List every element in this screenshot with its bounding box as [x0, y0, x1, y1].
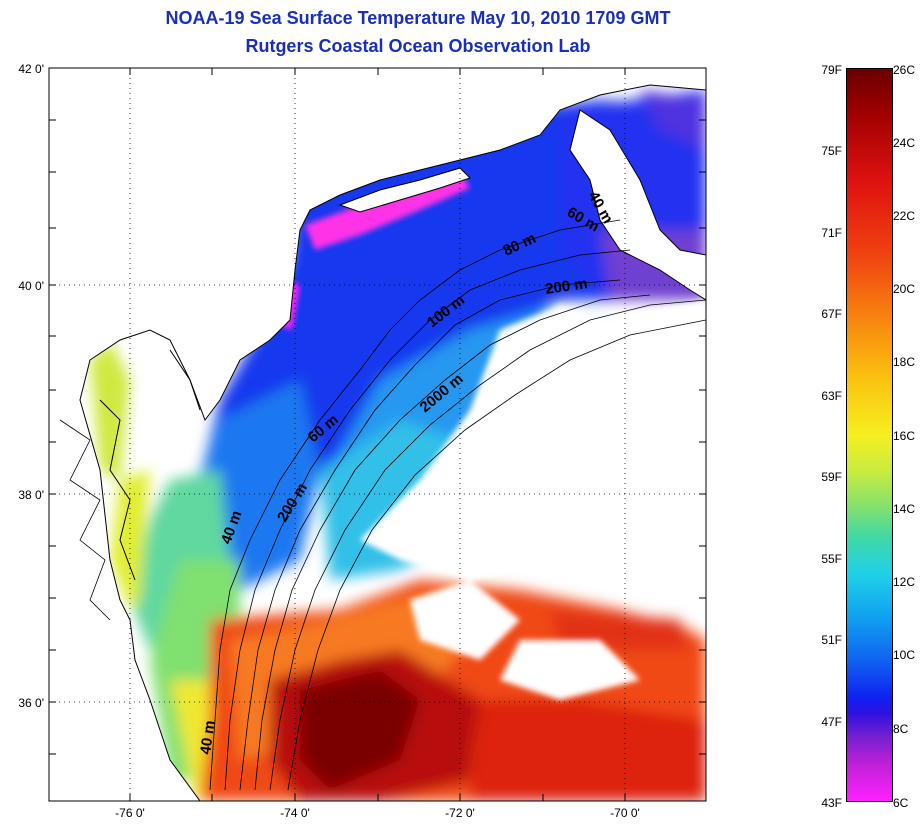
tick-marks: [49, 67, 706, 801]
contour-label: 200 m: [544, 275, 588, 298]
lat-tick-label: 40 0': [18, 279, 44, 293]
map-subtitle: Rutgers Coastal Ocean Observation Lab: [245, 36, 591, 56]
graticule: [49, 68, 706, 801]
lon-tick-label: -76 0': [115, 806, 145, 820]
colorbar-c-label: 8C: [893, 722, 909, 736]
colorbar-f-label: 47F: [821, 715, 842, 729]
lat-tick-label: 36 0': [18, 696, 44, 710]
colorbar-c-label: 22C: [893, 209, 916, 223]
long-island: [338, 167, 471, 213]
colorbar-c-label: 6C: [893, 796, 909, 810]
contour-label: 40 m: [197, 719, 219, 755]
lon-tick-label: -70 0': [610, 806, 640, 820]
warm-anomaly-strip: [305, 175, 470, 250]
lat-tick-label: 38 0': [18, 488, 44, 502]
map-title: NOAA-19 Sea Surface Temperature May 10, …: [165, 8, 671, 28]
colorbar-f-label: 43F: [821, 796, 842, 810]
colorbar-c-label: 14C: [893, 502, 916, 516]
colorbar-c-label: 20C: [893, 282, 916, 296]
colorbar-c-label: 18C: [893, 355, 916, 369]
colorbar-f-label: 79F: [821, 63, 842, 77]
colorbar-f-label: 75F: [821, 144, 842, 158]
colorbar-c-label: 12C: [893, 575, 916, 589]
new-england-coast: [569, 109, 706, 301]
bathymetry-contours: [209, 219, 706, 791]
cloud-mask: [360, 300, 706, 700]
temperature-colorbar: [846, 68, 893, 802]
colorbar-f-label: 71F: [821, 226, 842, 240]
colorbar-f-label: 59F: [821, 470, 842, 484]
colorbar-c-label: 16C: [893, 429, 916, 443]
colorbar-f-label: 63F: [821, 389, 842, 403]
lon-tick-label: -72 0': [445, 806, 475, 820]
colorbar-f-label: 51F: [821, 633, 842, 647]
lon-tick-label: -74 0': [280, 806, 310, 820]
land-mass: [49, 68, 706, 801]
colorbar-f-label: 67F: [821, 307, 842, 321]
colorbar-c-label: 24C: [893, 136, 916, 150]
colorbar-f-label: 55F: [821, 552, 842, 566]
colorbar-c-label: 10C: [893, 648, 916, 662]
colorbar-c-label: 26C: [893, 63, 916, 77]
lat-tick-label: 42 0': [18, 62, 44, 76]
